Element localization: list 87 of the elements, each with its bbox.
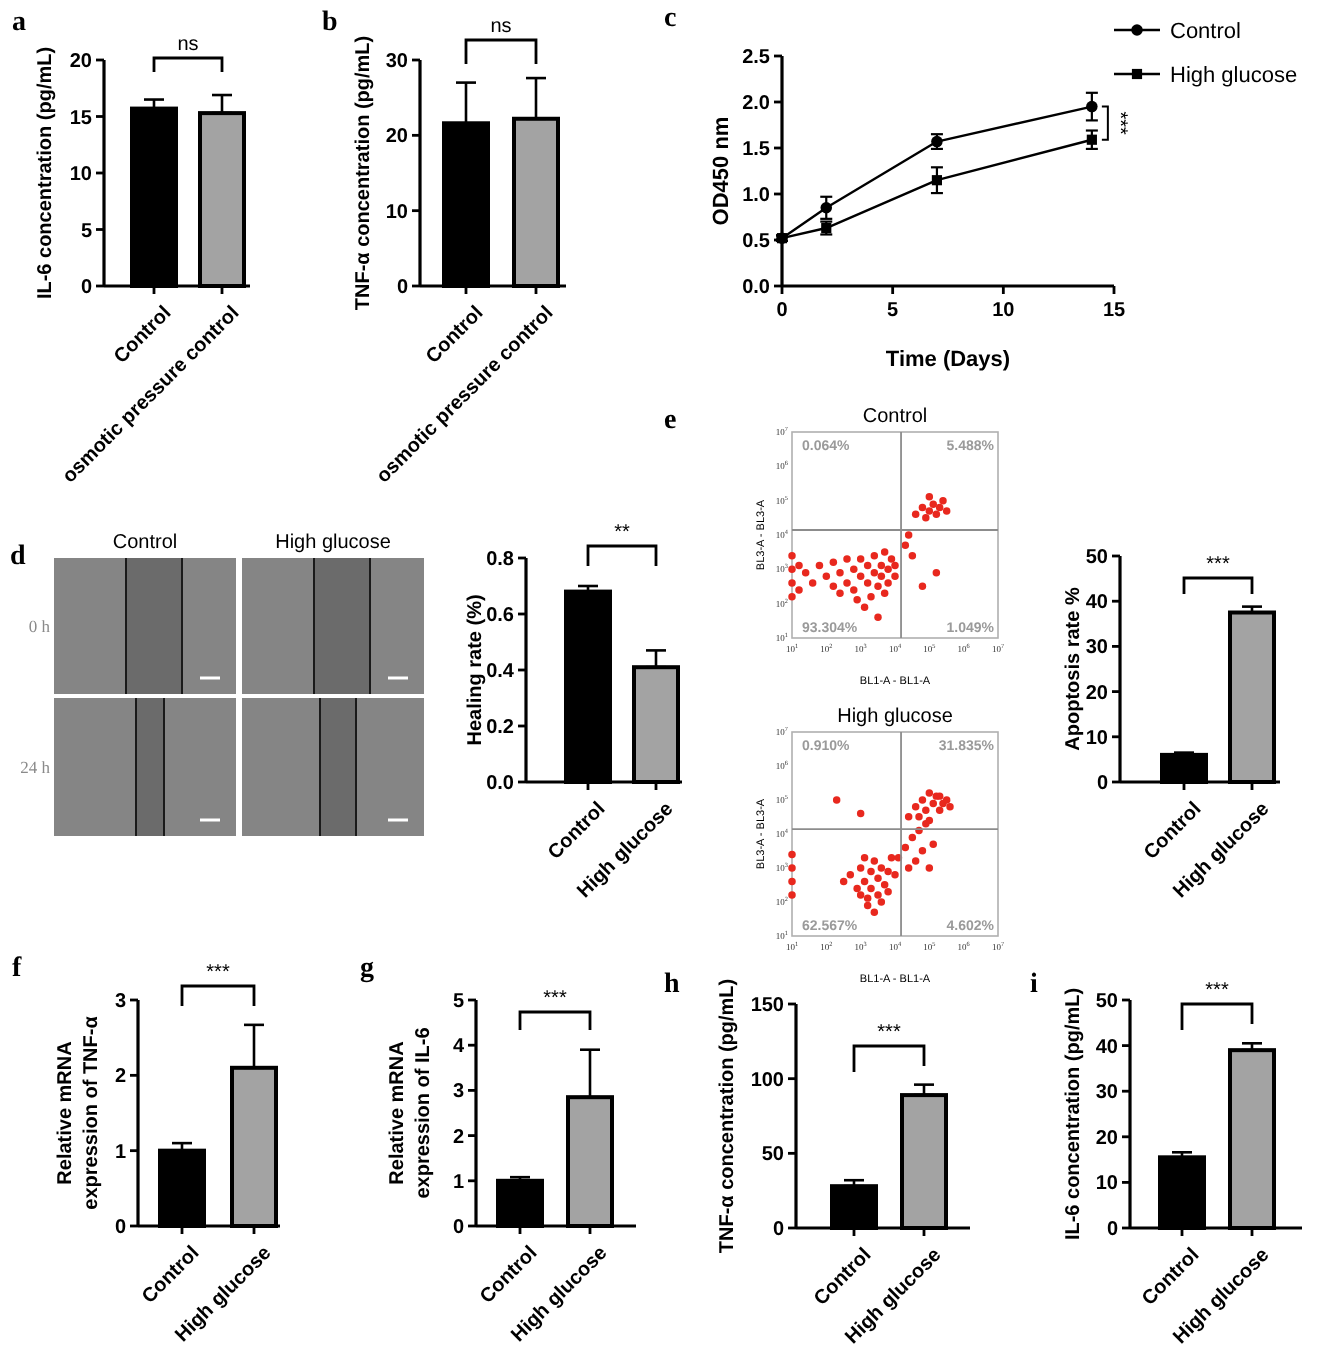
- text: d: [10, 542, 26, 572]
- y-tick-label: 50: [761, 1144, 785, 1167]
- y-tick-label: 0.4: [486, 661, 515, 683]
- legend-label: High glucose: [1170, 63, 1298, 88]
- chart-title: c: [664, 4, 677, 34]
- annotation: ***: [1206, 554, 1230, 576]
- y-tick-label: 30: [1085, 637, 1109, 660]
- y-tick-label: 100: [750, 1069, 785, 1092]
- category-label: 24 h: [20, 756, 50, 777]
- y-tick-label: 1: [452, 1171, 465, 1194]
- annotation: ***: [543, 988, 567, 1010]
- chart-title: High glucose: [837, 706, 954, 728]
- chart-title: b: [322, 8, 338, 38]
- chart-title: g: [360, 954, 374, 984]
- legend-label: Control: [1170, 19, 1241, 44]
- y-axis-title: IL-6 concentration (pg/mL): [35, 46, 57, 300]
- chart-title: f: [12, 954, 22, 984]
- y-tick-label: 50: [1095, 991, 1119, 1013]
- y-tick-label: 10: [69, 164, 93, 186]
- y-tick-label: 15: [69, 107, 93, 130]
- point: [1086, 100, 1098, 113]
- text: ***: [206, 962, 230, 984]
- y-axis-title: Relative mRNA expression of TNF-α: [55, 1014, 103, 1210]
- y-tick-label: 4: [452, 1036, 465, 1059]
- text: **: [614, 522, 630, 544]
- y-tick-label: 0: [1106, 1219, 1119, 1241]
- y-axis-title: TNF-α concentration (pg/mL): [717, 978, 739, 1254]
- y-tick-label: 10: [385, 201, 409, 224]
- y-tick-label: 0.8: [486, 549, 515, 571]
- y-tick-label: 20: [1085, 682, 1109, 705]
- y-axis-title: OD450 nm: [709, 116, 734, 226]
- text: e: [664, 406, 677, 436]
- y-tick-label: 20: [1095, 1127, 1119, 1150]
- category-label: High glucose: [275, 532, 392, 554]
- point: [820, 202, 833, 214]
- y-tick-label: 0.0: [486, 773, 515, 795]
- y-tick-label: 20: [69, 51, 93, 73]
- y-tick-label: 40: [1095, 1036, 1119, 1059]
- x-tick-label: 10: [992, 300, 1016, 322]
- annotation: ***: [1205, 980, 1229, 1002]
- y-axis-title: Relative mRNA expression of IL-6: [387, 1026, 435, 1199]
- y-tick-label: 2: [452, 1126, 465, 1149]
- x-tick-label: 5: [887, 300, 900, 322]
- y-axis-title: IL-6 concentration (pg/mL): [1063, 987, 1085, 1241]
- y-tick-label: 0: [1096, 773, 1109, 795]
- y-tick-label: 0: [772, 1219, 785, 1241]
- y-tick-label: 0: [80, 277, 93, 299]
- y-tick-label: 2: [114, 1066, 127, 1089]
- y-tick-label: 3: [452, 1081, 465, 1104]
- y-axis-title: Healing rate (%): [465, 594, 487, 746]
- annotation: ***: [1107, 111, 1130, 136]
- y-tick-label: 1: [114, 1141, 127, 1164]
- text: ns: [490, 16, 512, 38]
- y-tick-label: 1.5: [742, 139, 771, 161]
- x-axis-title: Time (Days): [885, 348, 1011, 372]
- chart-title: a: [12, 8, 26, 38]
- chart-title: h: [664, 970, 680, 1000]
- chart-title: i: [1030, 970, 1038, 1000]
- chart-title: Control: [862, 406, 928, 428]
- y-tick-label: 3: [114, 991, 127, 1013]
- y-tick-label: 150: [750, 995, 785, 1017]
- y-tick-label: 5: [452, 991, 465, 1013]
- y-tick-label: 20: [385, 126, 409, 149]
- y-tick-label: 2.5: [742, 47, 771, 69]
- y-tick-label: 2.0: [742, 93, 771, 115]
- y-tick-label: 30: [385, 51, 409, 73]
- y-tick-label: 50: [1085, 547, 1109, 569]
- annotation: ***: [877, 1022, 901, 1044]
- category-label: 0 h: [28, 615, 50, 636]
- y-tick-label: 0.2: [486, 717, 515, 739]
- y-tick-label: 10: [1085, 727, 1109, 750]
- y-tick-label: 0: [114, 1217, 127, 1239]
- y-tick-label: 10: [1095, 1173, 1119, 1196]
- y-axis-title: TNF-α concentration (pg/mL): [353, 35, 375, 311]
- y-tick-label: 0: [396, 277, 409, 299]
- y-tick-label: 0.5: [742, 231, 771, 253]
- y-tick-label: 0: [452, 1217, 465, 1239]
- y-tick-label: 0.0: [742, 277, 771, 299]
- point: [931, 175, 943, 186]
- y-tick-label: 1.0: [742, 185, 771, 207]
- y-axis-title: Apoptosis rate %: [1063, 587, 1085, 751]
- y-tick-label: 40: [1085, 592, 1109, 615]
- y-tick-label: 30: [1095, 1082, 1119, 1105]
- text: ns: [177, 34, 199, 56]
- y-tick-label: 5: [80, 220, 93, 243]
- y-tick-label: 0.6: [486, 605, 515, 627]
- category-label: Control: [112, 532, 178, 554]
